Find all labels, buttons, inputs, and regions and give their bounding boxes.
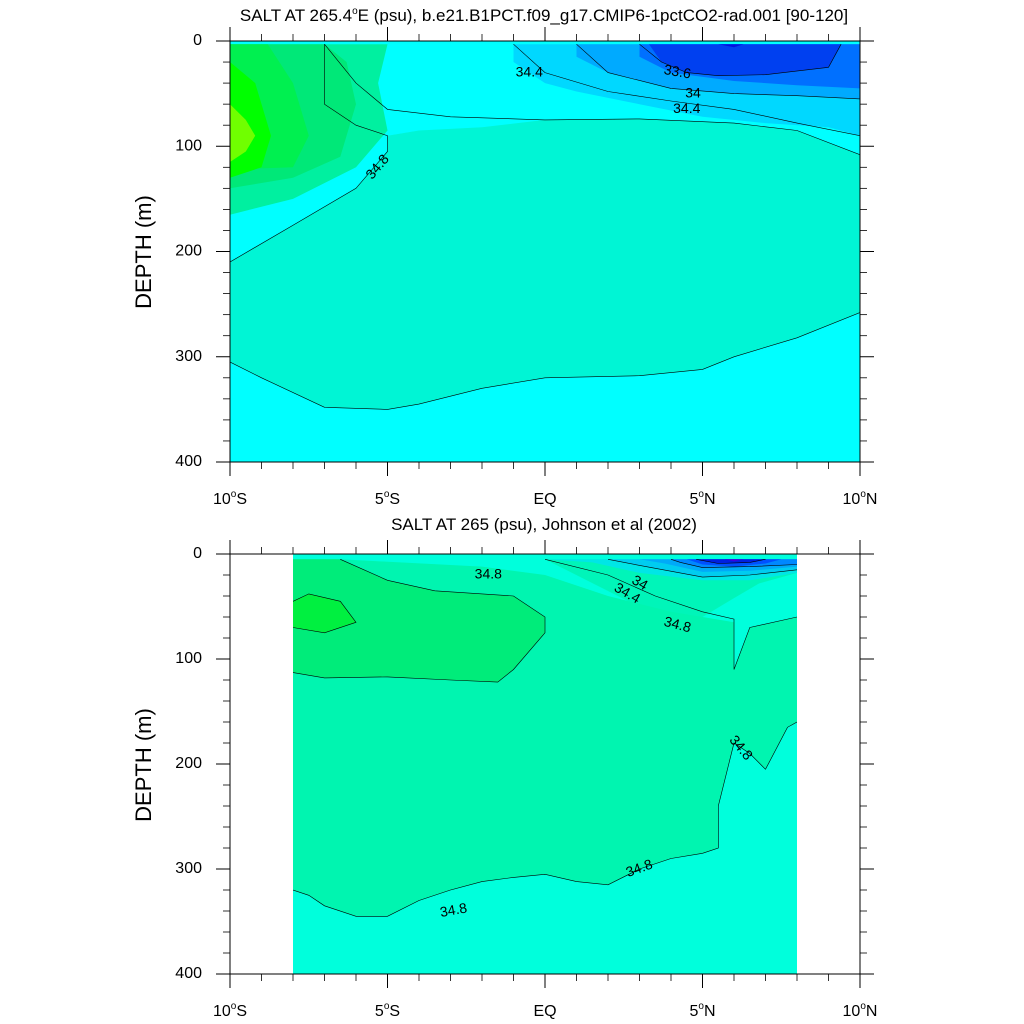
contour-label: 34.4 [673,100,700,116]
contour-line [230,44,388,263]
y-tick-label: 300 [175,348,202,365]
x-tick-label: 5oS [375,1001,400,1020]
contour-label: 34.8 [475,566,502,582]
x-tick-label: 5oN [689,1001,715,1020]
x-tick-label: 5oS [375,489,400,508]
y-axis-label: DEPTH (m) [131,708,156,822]
contour-label: 34.8 [662,613,693,636]
y-tick-label: 300 [175,860,202,877]
y-tick-label: 0 [193,545,202,562]
bottom-panel: SALT AT 265 (psu), Johnson et al (2002) … [131,515,877,1020]
top-panel: SALT AT 265.4oE (psu), b.e21.B1PCT.f09_g… [131,6,877,508]
y-tick-label: 100 [175,650,202,667]
y-tick-label: 100 [175,137,202,154]
y-tick-label: 400 [175,453,202,470]
chart-title: SALT AT 265 (psu), Johnson et al (2002) [391,515,697,534]
contour-line [607,559,797,578]
salinity-region [293,559,545,683]
y-axis-label: DEPTH (m) [131,195,156,309]
contour-line [696,559,766,564]
contour-line [513,43,860,136]
salinity-region [230,104,256,162]
contour-line [576,43,860,100]
salinity-region [724,559,744,562]
contour-line [293,721,797,917]
x-tick-label: EQ [533,1003,556,1020]
y-tick-label: 0 [193,32,202,49]
contour-line [293,593,357,634]
x-tick-label: 10oN [843,1001,878,1020]
x-tick-label: EQ [533,491,556,508]
contour-line [230,312,860,410]
chart-title: SALT AT 265.4oE (psu), b.e21.B1PCT.f09_g… [240,6,848,25]
y-tick-label: 200 [175,755,202,772]
contour-label: 34.8 [439,899,469,920]
salinity-region [718,44,744,48]
salinity-region [649,44,842,76]
contour-label: 34 [629,571,651,593]
y-tick-label: 200 [175,243,202,260]
contour-line [670,559,797,568]
x-tick-label: 10oN [843,489,878,508]
contour-line [293,559,546,683]
contour-line [544,559,797,670]
x-tick-label: 10oS [213,1001,247,1020]
x-tick-label: 5oN [689,489,715,508]
salinity-region [230,118,860,410]
x-tick-label: 10oS [213,489,247,508]
y-tick-label: 400 [175,965,202,982]
salinity-region [293,593,356,633]
contour-label: 34.4 [516,63,543,79]
contour-label: 33.6 [663,61,693,82]
contour-label: 34 [685,84,701,100]
contour-line [639,43,842,77]
contour-line [324,44,860,155]
